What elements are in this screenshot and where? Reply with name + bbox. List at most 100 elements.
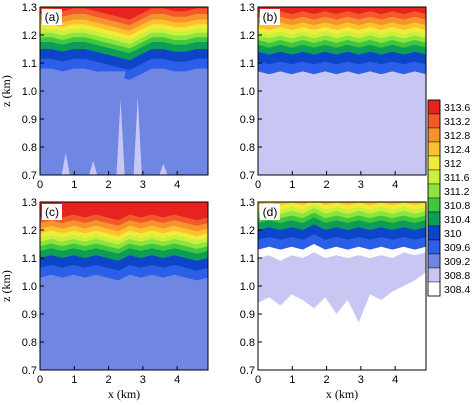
- colorbar-label: 310: [444, 228, 462, 240]
- panels-group: 0 1 2 3 4 0.7 0.8 0.9 1.0 1.1 1.2 1.3 (a) z (km) 0 1 2 3 4…: [0, 2, 427, 401]
- colorbar-label: 311.6: [444, 172, 470, 184]
- colorbar-swatch: [427, 183, 441, 199]
- colorbar-swatch: [427, 155, 441, 171]
- y-tick-label: 1.3: [22, 197, 37, 209]
- panel-label: (c): [45, 205, 59, 219]
- y-tick-label: 0.9: [22, 114, 37, 126]
- x-tick-label: 4: [174, 374, 180, 386]
- x-tick-label: 0: [255, 179, 261, 191]
- colorbar-label: 312.8: [444, 130, 470, 142]
- y-tick-label: 1.2: [240, 30, 255, 42]
- contour-fill: [258, 188, 426, 370]
- x-tick-label: 2: [324, 179, 330, 191]
- colorbar-label: 309.2: [444, 256, 470, 268]
- x-tick-label: 0: [255, 374, 261, 386]
- y-tick-label: 1.1: [240, 253, 255, 265]
- y-tick-label: 0.8: [22, 142, 37, 154]
- colorbar-swatch: [427, 211, 441, 227]
- y-tick-label: 1.2: [22, 30, 37, 42]
- colorbar-label: 312.4: [444, 144, 470, 156]
- y-tick-label: 0.8: [240, 337, 255, 349]
- contour-band: [258, 202, 426, 210]
- x-axis-label: x (km): [108, 387, 140, 401]
- colorbar: 313.6 313.2 312.8 312.4 312 311.6 311.2 310.8 31…: [427, 99, 470, 297]
- colorbar-swatch: [427, 197, 441, 213]
- x-tick-label: 4: [392, 179, 398, 191]
- colorbar-swatch: [427, 141, 441, 157]
- panel-label-box: [260, 9, 280, 25]
- y-tick-label: 0.8: [22, 337, 37, 349]
- x-tick-label: 1: [71, 374, 77, 386]
- contour-band: [40, 7, 208, 20]
- panel-3: 0 1 2 3 4 0.7 0.8 0.9 1.0 1.1 1.2 1.3 (c) z (km) x (km…: [0, 197, 209, 401]
- y-axis-label: z (km): [0, 270, 13, 302]
- x-tick-label: 3: [358, 179, 364, 191]
- x-tick-label: 3: [140, 179, 146, 191]
- y-tick-label: 0.8: [240, 142, 255, 154]
- plume: [159, 163, 168, 175]
- colorbar-swatch: [427, 99, 441, 115]
- x-tick-label: 0: [37, 179, 43, 191]
- colorbar-frame: [427, 99, 441, 297]
- colorbar-swatch: [427, 281, 441, 297]
- x-tick-label: 3: [358, 374, 364, 386]
- panel-label-box: [42, 9, 62, 25]
- x-axis-label: x (km): [326, 387, 358, 401]
- panel-label-box: [260, 204, 280, 220]
- y-tick-label: 1.3: [240, 197, 255, 209]
- x-tick-label: 2: [106, 374, 112, 386]
- y-tick-label: 0.7: [22, 170, 37, 182]
- contour-band: [258, 188, 426, 195]
- transition-layer: [258, 252, 426, 323]
- contour-band: [258, 202, 426, 214]
- colorbar-swatch: [427, 267, 441, 283]
- y-tick-label: 1.2: [22, 225, 37, 237]
- contour-band: [258, 188, 426, 201]
- x-tick-label: 1: [289, 374, 295, 386]
- y-tick-label: 1.1: [22, 58, 37, 70]
- y-tick-label: 0.9: [22, 309, 37, 321]
- panel-label: (a): [45, 10, 60, 24]
- colorbar-label: 308.8: [444, 270, 470, 282]
- colorbar-swatch: [427, 253, 441, 269]
- y-tick-label: 1.0: [240, 86, 255, 98]
- x-tick-label: 1: [289, 179, 295, 191]
- x-tick-label: 4: [392, 374, 398, 386]
- contour-fill: [258, 7, 426, 175]
- lower-light-layer: [258, 121, 426, 175]
- panel-2: 0 1 2 3 4 0.7 0.8 0.9 1.0 1.1 1.2 1.3 (b): [240, 2, 427, 191]
- colorbar-label: 310.8: [444, 200, 470, 212]
- contour-band: [258, 7, 426, 14]
- x-tick-label: 3: [140, 374, 146, 386]
- y-tick-label: 0.7: [22, 365, 37, 377]
- colorbar-label: 310.4: [444, 214, 470, 226]
- contour-band: [258, 202, 426, 206]
- contour-band: [40, 202, 208, 221]
- y-tick-label: 0.7: [240, 170, 255, 182]
- colorbar-label: 311.2: [444, 186, 470, 198]
- panel-1: 0 1 2 3 4 0.7 0.8 0.9 1.0 1.1 1.2 1.3 (a) z (km): [0, 2, 209, 191]
- panel-4: 0 1 2 3 4 0.7 0.8 0.9 1.0 1.1 1.2 1.3 (d) x (km): [240, 188, 427, 401]
- x-tick-label: 2: [324, 374, 330, 386]
- y-tick-label: 0.9: [240, 114, 255, 126]
- contour-fill: [40, 7, 208, 175]
- plume: [116, 99, 125, 175]
- colorbar-swatch: [427, 225, 441, 241]
- colorbar-swatch: [427, 127, 441, 143]
- colorbar-label: 309.6: [444, 242, 470, 254]
- panel-label-box: [42, 204, 62, 220]
- panel-label: (d): [263, 205, 278, 219]
- y-tick-label: 1.1: [22, 253, 37, 265]
- x-tick-label: 0: [37, 374, 43, 386]
- y-tick-label: 1.0: [22, 86, 37, 98]
- colorbar-label: 312: [444, 158, 462, 170]
- plume: [133, 96, 142, 175]
- colorbar-label: 313.6: [444, 102, 470, 114]
- y-tick-label: 1.1: [240, 58, 255, 70]
- y-tick-label: 1.0: [240, 281, 255, 293]
- x-tick-label: 4: [174, 179, 180, 191]
- y-tick-label: 1.3: [22, 2, 37, 14]
- colorbar-label: 308.4: [444, 284, 470, 296]
- plume: [89, 161, 98, 175]
